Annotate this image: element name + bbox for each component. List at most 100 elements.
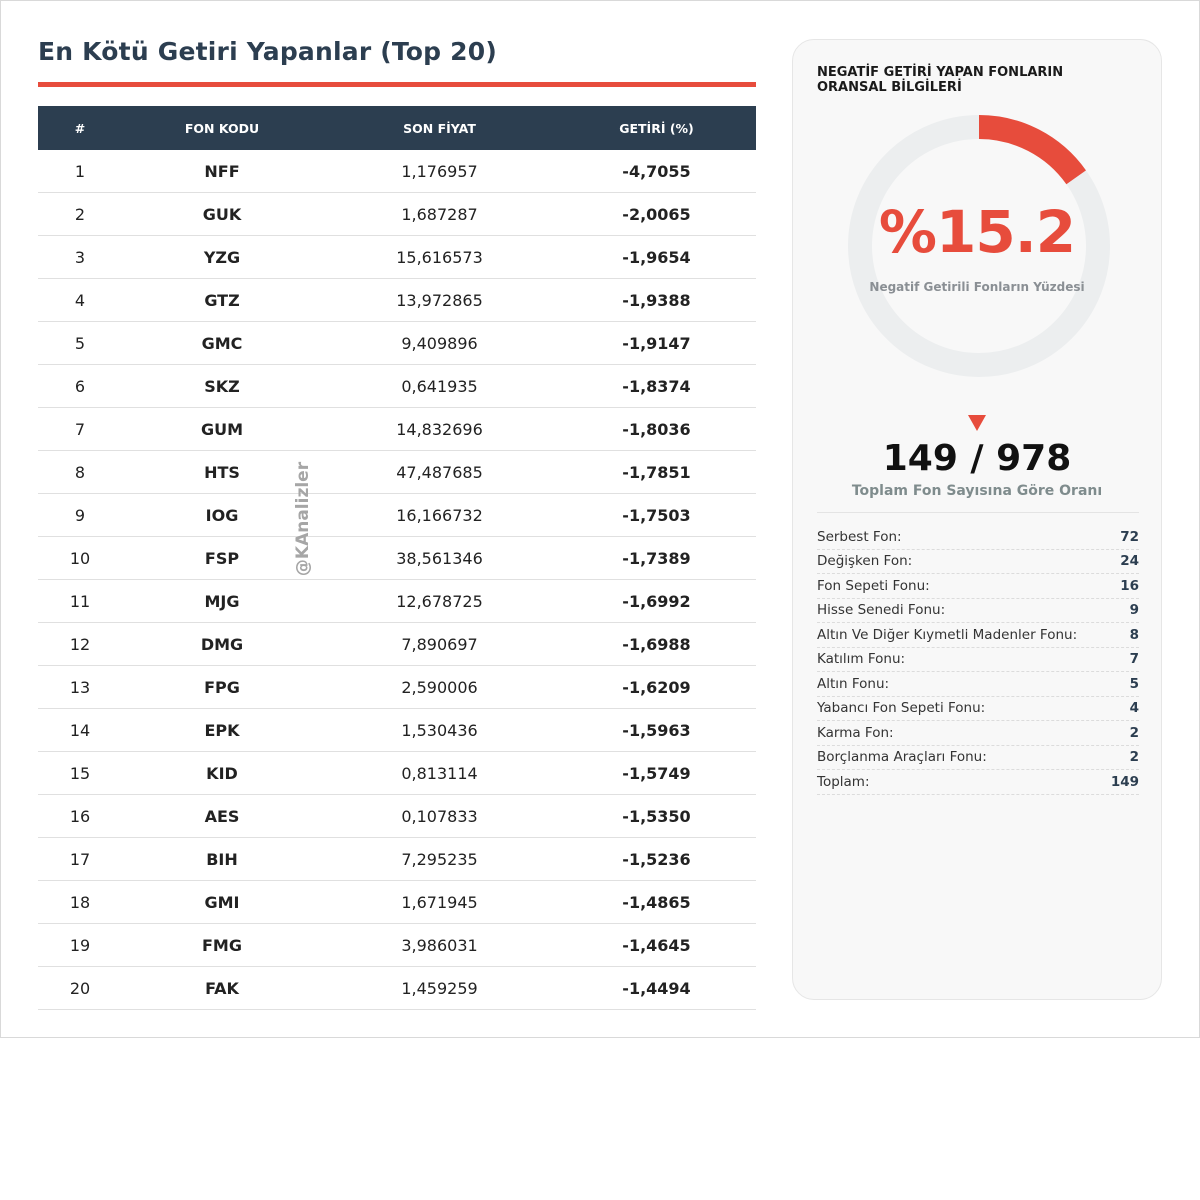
rank-cell: 14 [38,708,122,752]
breakdown-label: Yabancı Fon Sepeti Fonu: [817,700,986,717]
col-header-return: GETİRİ (%) [557,106,756,150]
return-cell: -1,4494 [557,966,756,1010]
fund-code-cell: FPG [122,665,322,709]
breakdown-row: Serbest Fon: 72 [817,525,1139,550]
rank-cell: 13 [38,665,122,709]
fund-code-cell: AES [122,794,322,838]
breakdown-label: Borçlanma Araçları Fonu: [817,749,987,766]
table-header-row: # FON KODU SON FİYAT GETİRİ (%) [38,106,756,150]
breakdown-row: Değişken Fon: 24 [817,550,1139,574]
percentage-donut [848,115,1110,377]
breakdown-value: 9 [1129,602,1139,619]
price-cell: 7,295235 [322,837,557,881]
fund-code-cell: GUM [122,407,322,451]
table-row: 17 BIH 7,295235 -1,5236 [38,837,756,881]
table-body: 1 NFF 1,176957 -4,7055 2 GUK 1,687287 -2,0065 3 Y… [38,150,756,1010]
table-row: 15 KID 0,813114 -1,5749 [38,751,756,795]
return-cell: -1,4865 [557,880,756,924]
breakdown-label: Altın Fonu: [817,675,890,692]
breakdown-label: Altın Ve Diğer Kıymetli Madenler Fonu: [817,626,1078,643]
return-cell: -1,8374 [557,364,756,408]
rank-cell: 10 [38,536,122,580]
col-header-fund-code: FON KODU [122,106,322,150]
fund-code-cell: BIH [122,837,322,881]
price-cell: 1,530436 [322,708,557,752]
breakdown-row: Toplam: 149 [817,770,1139,795]
price-cell: 3,986031 [322,923,557,967]
fund-code-cell: MJG [122,579,322,623]
price-cell: 12,678725 [322,579,557,623]
watermark-text: @KAnalizler [293,461,313,577]
price-cell: 15,616573 [322,235,557,279]
ratio-value: 149 / 978 [882,438,1072,479]
title-underline [38,82,756,87]
rank-cell: 19 [38,923,122,967]
return-cell: -1,7851 [557,450,756,494]
breakdown-row: Altın Ve Diğer Kıymetli Madenler Fonu: 8 [817,623,1139,648]
breakdown-row: Fon Sepeti Fonu: 16 [817,574,1139,599]
breakdown-row: Yabancı Fon Sepeti Fonu: 4 [817,697,1139,721]
rank-cell: 12 [38,622,122,666]
fund-code-cell: KID [122,751,322,795]
breakdown-row: Karma Fon: 2 [817,721,1139,746]
rank-cell: 7 [38,407,122,451]
price-cell: 2,590006 [322,665,557,709]
fund-code-cell: EPK [122,708,322,752]
price-cell: 16,166732 [322,493,557,537]
return-cell: -1,6992 [557,579,756,623]
col-header-rank: # [38,106,122,150]
breakdown-value: 4 [1129,700,1139,717]
rank-cell: 5 [38,321,122,365]
fund-type-breakdown: Serbest Fon: 72 Değişken Fon: 24 Fon Sepeti … [817,525,1139,795]
table-row: 4 GTZ 13,972865 -1,9388 [38,278,756,322]
breakdown-value: 7 [1129,651,1139,668]
return-cell: -1,9388 [557,278,756,322]
return-cell: -1,6988 [557,622,756,666]
fund-code-cell: GMC [122,321,322,365]
rank-cell: 9 [38,493,122,537]
breakdown-label: Değişken Fon: [817,553,913,570]
table-row: 7 GUM 14,832696 -1,8036 [38,407,756,451]
donut-arc-negative [848,115,1110,377]
rank-cell: 6 [38,364,122,408]
breakdown-value: 2 [1129,724,1139,741]
fund-code-cell: GTZ [122,278,322,322]
breakdown-value: 72 [1120,528,1139,545]
price-cell: 1,459259 [322,966,557,1010]
price-cell: 1,671945 [322,880,557,924]
percent-value: %15.2 [878,198,1076,266]
table-row: 8 HTS 47,487685 -1,7851 [38,450,756,494]
table-row: 13 FPG 2,590006 -1,6209 [38,665,756,709]
breakdown-label: Toplam: [817,773,870,790]
price-cell: 38,561346 [322,536,557,580]
fund-code-cell: FMG [122,923,322,967]
down-triangle-icon [968,415,986,431]
fund-code-cell: HTS [122,450,322,494]
fund-code-cell: GMI [122,880,322,924]
breakdown-value: 5 [1129,675,1139,692]
table-row: 16 AES 0,107833 -1,5350 [38,794,756,838]
percent-label: Negatif Getirili Fonların Yüzdesi [869,280,1085,294]
return-cell: -4,7055 [557,150,756,193]
breakdown-row: Altın Fonu: 5 [817,672,1139,697]
table-row: 5 GMC 9,409896 -1,9147 [38,321,756,365]
return-cell: -2,0065 [557,192,756,236]
rank-cell: 16 [38,794,122,838]
return-cell: -1,4645 [557,923,756,967]
price-cell: 13,972865 [322,278,557,322]
breakdown-row: Borçlanma Araçları Fonu: 2 [817,746,1139,770]
return-cell: -1,9147 [557,321,756,365]
price-cell: 1,687287 [322,192,557,236]
return-cell: -1,6209 [557,665,756,709]
rank-cell: 8 [38,450,122,494]
breakdown-value: 149 [1110,773,1139,790]
rank-cell: 3 [38,235,122,279]
breakdown-label: Karma Fon: [817,724,894,741]
table-row: 2 GUK 1,687287 -2,0065 [38,192,756,236]
watermark: @KAnalizler [288,459,318,579]
fund-code-cell: FSP [122,536,322,580]
fund-code-cell: IOG [122,493,322,537]
price-cell: 0,813114 [322,751,557,795]
breakdown-value: 8 [1129,626,1139,643]
fund-code-cell: NFF [122,150,322,193]
